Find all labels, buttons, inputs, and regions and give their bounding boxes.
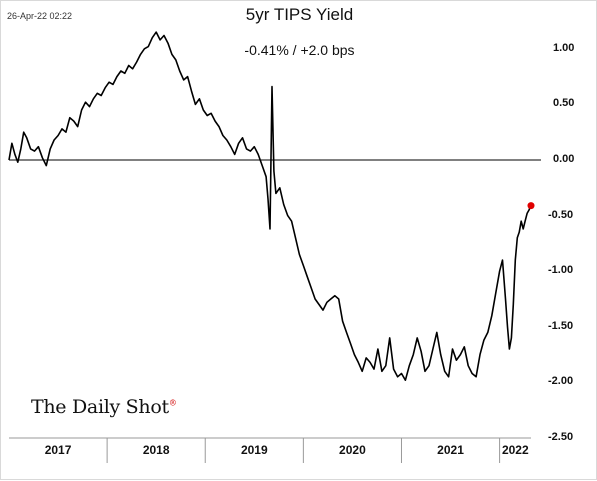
y-tick-label: -1.50: [548, 319, 574, 332]
timestamp-label: 26-Apr-22 02:22: [7, 11, 73, 21]
x-tick-label: 2021: [437, 443, 464, 457]
y-tick-label: -2.50: [548, 431, 574, 443]
x-tick-label: 2017: [44, 443, 72, 457]
y-tick-label: 0.00: [553, 153, 575, 165]
chart-title: 5yr TIPS Yield: [245, 5, 354, 24]
x-tick-label: 2018: [142, 443, 170, 457]
daily-shot-logo: The Daily Shot®: [31, 396, 177, 418]
last-point-marker: [527, 202, 535, 210]
y-tick-label: -2.00: [548, 375, 574, 388]
chart-subtitle: -0.41% / +2.0 bps: [244, 42, 355, 58]
y-tick-label: -0.50: [548, 208, 574, 221]
logo-text: The Daily Shot: [31, 396, 169, 418]
x-tick-label: 2019: [240, 443, 268, 457]
x-tick-label: 2020: [339, 443, 366, 457]
y-tick-label: -1.00: [548, 264, 574, 277]
y-tick-label: 0.50: [553, 97, 575, 110]
x-tick-label: 2022: [501, 443, 529, 457]
series-line: [8, 31, 532, 381]
y-tick-label: 1.00: [553, 41, 575, 54]
registered-mark-icon: ®: [168, 398, 177, 408]
